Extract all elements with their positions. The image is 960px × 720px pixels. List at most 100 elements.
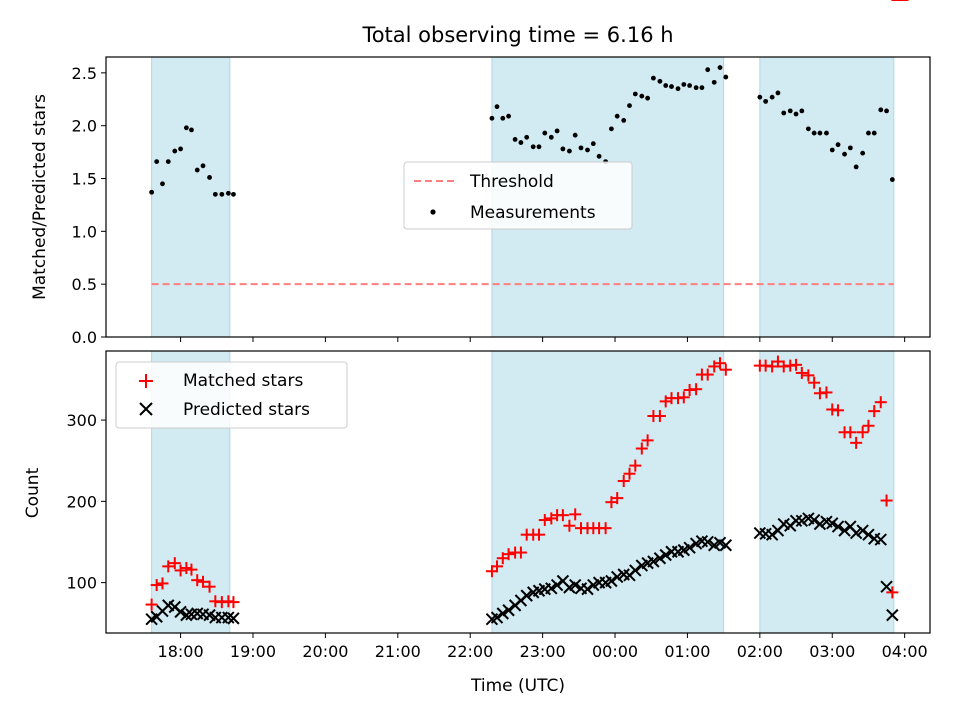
measurement-point: [524, 134, 530, 140]
predicted-star-point: [647, 555, 660, 568]
legend-predicted-swatch: [139, 402, 153, 416]
x-tick-label: 19:00: [230, 642, 276, 661]
measurement-point: [705, 67, 711, 73]
predicted-star-point: [719, 539, 733, 552]
measurement-point: [578, 145, 584, 151]
predicted-star-point: [653, 552, 667, 565]
matched-star-point: [862, 419, 875, 432]
matched-star-point: [162, 560, 175, 573]
y-tick-label: 1.0: [72, 222, 97, 241]
matched-star-point: [197, 575, 210, 588]
y-tick-label: 2.0: [72, 117, 97, 136]
matched-star-point: [174, 564, 187, 577]
legend-measurement-label: Measurements: [470, 203, 596, 223]
measurement-point: [172, 148, 178, 154]
predicted-star-point: [838, 524, 851, 537]
legend-matched-swatch: [139, 374, 153, 388]
measurement-point: [231, 191, 236, 197]
matched-star-points: [145, 0, 909, 611]
measurement-point: [149, 189, 155, 195]
matched-star-point: [808, 376, 821, 389]
matched-star-point: [156, 577, 169, 590]
count-axes-frame: [105, 350, 931, 634]
matched-star-point: [191, 574, 204, 587]
matched-star-point: [844, 426, 857, 439]
ratio-y-ticks: 0.0 0.5 1.0 1.5 2.0 2.5: [72, 64, 106, 347]
ratio-measurement-points: [149, 65, 895, 197]
measurement-point: [878, 107, 884, 113]
matched-star-point: [690, 383, 703, 396]
x-tick-label: 02:00: [737, 642, 783, 661]
measurement-point: [681, 82, 687, 87]
matched-star-point: [168, 557, 181, 570]
matched-star-point: [820, 386, 833, 399]
matched-star-point: [185, 563, 198, 576]
matched-star-point: [795, 366, 808, 379]
measurement-point: [627, 103, 632, 109]
legend-predicted-label: Predicted stars: [183, 400, 310, 420]
predicted-star-point: [807, 513, 821, 527]
count-x-ticks: 18:00 19:00 20:00 21:00 22:00 23:00 00:00 01:00…: [158, 633, 928, 661]
predicted-star-point: [174, 605, 187, 619]
predicted-star-point: [227, 612, 240, 625]
matched-star-point: [502, 548, 515, 561]
measurement-point: [645, 95, 651, 101]
measurement-point: [621, 117, 627, 123]
measurement-point: [178, 146, 183, 152]
matched-star-point: [145, 598, 158, 611]
measurement-point: [853, 164, 859, 170]
measurement-point: [200, 163, 206, 169]
measurement-point: [194, 167, 200, 173]
matched-star-point: [677, 391, 690, 404]
matched-star-point: [886, 586, 899, 599]
predicted-star-point: [180, 608, 193, 622]
measurement-point: [596, 153, 602, 159]
matched-star-point: [227, 596, 240, 609]
predicted-star-point: [502, 604, 515, 617]
matched-star-point: [150, 579, 163, 592]
count-y-axis-label: Count: [23, 467, 43, 518]
predicted-star-point: [874, 533, 887, 546]
measurement-point: [567, 148, 572, 154]
measurement-point: [639, 93, 645, 99]
predicted-star-point: [765, 528, 779, 541]
count-shaded-intervals: [151, 351, 895, 633]
ratio-y-axis-label: Matched/Predicted stars: [30, 94, 50, 300]
matched-star-point: [653, 410, 666, 423]
x-tick-label: 22:00: [447, 642, 493, 661]
predicted-star-point: [849, 526, 863, 540]
predicted-star-point: [659, 548, 672, 562]
y-tick-label: 300: [66, 411, 97, 430]
x-tick-label: 00:00: [592, 642, 638, 661]
measurement-point: [675, 86, 681, 92]
measurement-point: [693, 85, 699, 91]
y-tick-label: 100: [66, 574, 97, 593]
count-legend: Matched stars Predicted stars: [115, 361, 348, 429]
measurement-point: [548, 134, 554, 140]
measurement-point: [787, 108, 793, 114]
predicted-star-point: [568, 578, 582, 592]
matched-star-point: [203, 580, 216, 593]
x-tick-label: 18:00: [158, 642, 204, 661]
count-panel: 100 200 300 18:00 19:00 20:00 21:00 22:00 23:00…: [23, 0, 931, 696]
matched-star-point: [868, 405, 881, 418]
measurement-point: [500, 115, 506, 121]
predicted-star-point: [795, 514, 809, 528]
matched-star-point: [491, 560, 504, 573]
measurement-point: [687, 83, 693, 88]
measurement-point: [781, 110, 787, 116]
matched-star-point: [563, 519, 576, 532]
predicted-star-point: [862, 528, 875, 541]
measurement-point: [723, 74, 729, 80]
predicted-star-point: [813, 517, 827, 531]
measurement-point: [884, 108, 889, 114]
predicted-star-point: [826, 517, 839, 530]
measurement-point: [769, 94, 775, 100]
ratio-legend: Threshold Measurements: [403, 161, 633, 230]
matched-star-point: [880, 494, 893, 507]
measurement-point: [799, 108, 805, 114]
predicted-star-point: [581, 582, 594, 596]
y-tick-label: 1.5: [72, 170, 97, 189]
measurement-point: [609, 126, 614, 132]
measurement-point: [824, 130, 829, 136]
